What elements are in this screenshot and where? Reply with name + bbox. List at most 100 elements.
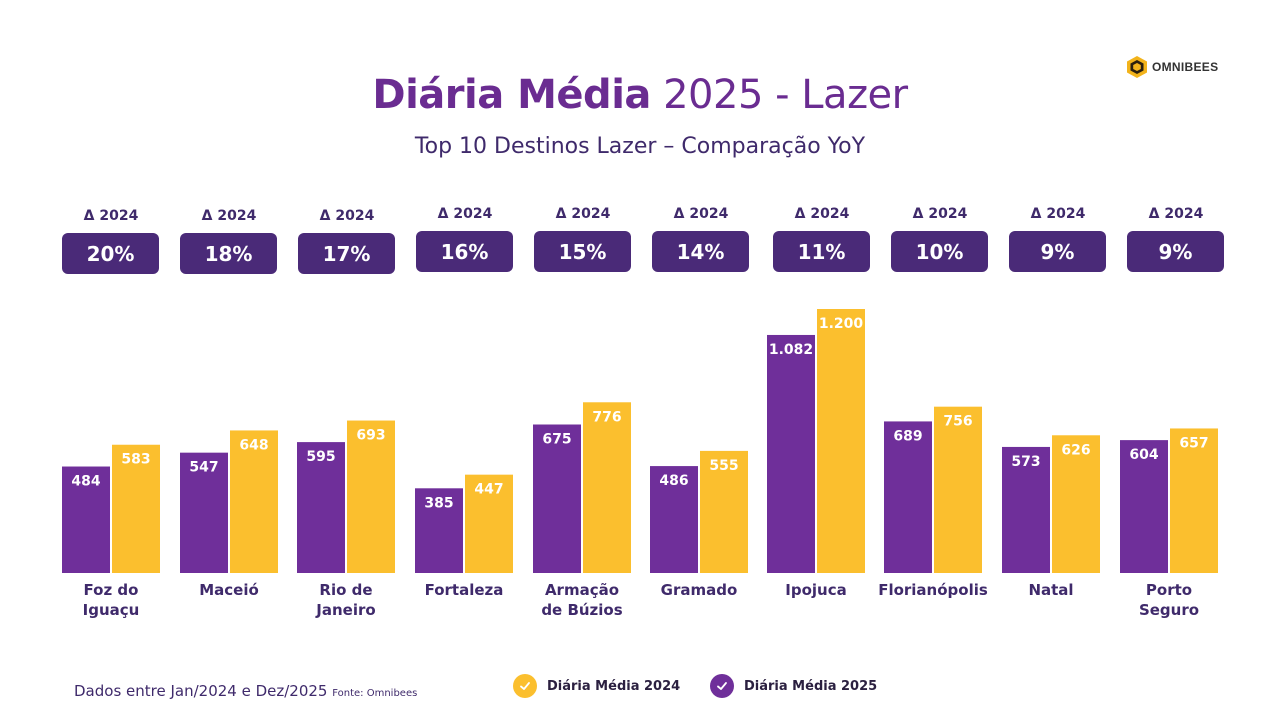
data-label-2024: 693	[356, 428, 385, 444]
bar-2025	[62, 466, 110, 573]
delta-badge: 18%	[180, 233, 277, 274]
delta-label: Δ 2024	[794, 206, 850, 222]
category-label-line: Rio de	[319, 581, 373, 599]
delta-badge: 16%	[416, 231, 513, 272]
delta-label: Δ 2024	[555, 206, 611, 222]
category-label: Foz do Iguaçu	[51, 580, 171, 620]
delta-badge: 17%	[298, 233, 395, 274]
delta-label: Δ 2024	[201, 208, 257, 224]
delta-label: Δ 2024	[83, 208, 139, 224]
bar-2024	[817, 309, 865, 573]
category-label-line: Armação	[544, 581, 620, 599]
check-icon	[520, 682, 530, 690]
category-label: Maceió	[169, 580, 289, 600]
legend-swatch-2025	[710, 674, 734, 698]
delta-badge: 9%	[1127, 231, 1224, 272]
bar-2025	[415, 488, 463, 573]
delta-label: Δ 2024	[912, 206, 968, 222]
data-label-2024: 626	[1061, 442, 1090, 458]
data-label-2025: 689	[893, 428, 922, 444]
category-label: Porto Seguro	[1109, 580, 1229, 620]
bar-2025	[297, 442, 345, 573]
category-label: Ipojuca	[756, 580, 876, 600]
category-label: Florianópolis	[873, 580, 993, 600]
bar-2024	[934, 406, 982, 573]
category-label: Fortaleza	[404, 580, 524, 600]
category-label: Natal	[991, 580, 1111, 600]
source-note: Fonte: Omnibees	[332, 688, 418, 699]
delta-label: Δ 2024	[319, 208, 375, 224]
legend-label-2025: Diária Média 2025	[744, 678, 878, 694]
category-label-line: Fortaleza	[424, 581, 504, 599]
delta-badge: 9%	[1009, 231, 1106, 272]
bar-2024	[465, 474, 513, 573]
category-label: Gramado	[639, 580, 759, 600]
category-label-line: Ipojuca	[785, 581, 847, 599]
data-range-note: Dados entre Jan/2024 e Dez/2025	[74, 682, 333, 700]
category-label-line: de Búzios	[541, 601, 623, 619]
legend-label-2024: Diária Média 2024	[547, 678, 681, 694]
legend-swatch-2024	[513, 674, 537, 698]
category-label-line: Natal	[1028, 581, 1074, 599]
delta-badge: 10%	[891, 231, 988, 272]
logo-text: OMNIBEES	[1152, 60, 1219, 74]
category-label: Rio de Janeiro	[286, 580, 406, 620]
bar-2025	[650, 466, 698, 573]
data-label-2024: 583	[121, 452, 150, 468]
bar-2024	[1170, 428, 1218, 573]
delta-badge: 20%	[62, 233, 159, 274]
bar-2024	[112, 444, 160, 573]
category-label-line: Seguro	[1138, 601, 1200, 619]
category-label-line: Iguaçu	[82, 601, 140, 619]
category-label-line: Foz do	[83, 581, 139, 599]
footer-note: Dados entre Jan/2024 e Dez/2025 Fonte: O…	[74, 682, 417, 700]
check-icon	[717, 682, 727, 690]
data-label-2025: 486	[659, 473, 688, 489]
bar-2025	[533, 424, 581, 573]
data-label-2024: 657	[1179, 435, 1208, 451]
page-subtitle: Top 10 Destinos Lazer – Comparação YoY	[414, 134, 866, 159]
data-label-2024: 648	[239, 437, 268, 453]
data-label-2025: 595	[306, 449, 335, 465]
data-label-2025: 547	[189, 460, 218, 476]
bar-2024	[347, 420, 395, 573]
data-label-2024: 776	[592, 409, 621, 425]
data-label-2024: 756	[943, 414, 972, 430]
data-label-2025: 675	[542, 432, 571, 448]
category-label-line: Maceió	[199, 581, 259, 599]
title-rest: 2025 - Lazer	[650, 72, 908, 118]
bar-2025	[1120, 440, 1168, 573]
bar-2024	[230, 430, 278, 573]
bar-2025	[884, 421, 932, 573]
category-label-line: Janeiro	[316, 601, 376, 619]
bar-2024	[583, 402, 631, 573]
category-label: Armação de Búzios	[522, 580, 642, 620]
category-label-line: Porto	[1145, 581, 1193, 599]
delta-label: Δ 2024	[1030, 206, 1086, 222]
bar-2025	[180, 452, 228, 573]
bar-2024	[700, 450, 748, 573]
bar-2025	[1002, 446, 1050, 573]
omnibees-logo: OMNIBEES	[1126, 55, 1218, 79]
delta-badge: 14%	[652, 231, 749, 272]
hexagon-logo-icon	[1127, 56, 1147, 78]
data-label-2024: 447	[474, 482, 503, 498]
title-bold: Diária Média	[372, 72, 651, 118]
legend-item-2025: Diária Média 2025	[710, 674, 877, 698]
data-label-2025: 385	[424, 495, 453, 511]
delta-label: Δ 2024	[1148, 206, 1204, 222]
data-label-2025: 573	[1011, 454, 1040, 470]
delta-badge: 11%	[773, 231, 870, 272]
delta-label: Δ 2024	[673, 206, 729, 222]
bar-2024	[1052, 435, 1100, 573]
data-label-2025: 484	[71, 474, 100, 490]
delta-badge: 15%	[534, 231, 631, 272]
delta-label: Δ 2024	[437, 206, 493, 222]
legend-item-2024: Diária Média 2024	[513, 674, 680, 698]
data-label-2024: 1.200	[819, 316, 864, 332]
bar-2025	[767, 334, 815, 573]
data-label-2025: 1.082	[769, 342, 813, 358]
page-title: Diária Média 2025 - Lazer	[0, 72, 1280, 118]
data-label-2025: 604	[1129, 447, 1158, 463]
category-label-line: Florianópolis	[878, 581, 988, 599]
